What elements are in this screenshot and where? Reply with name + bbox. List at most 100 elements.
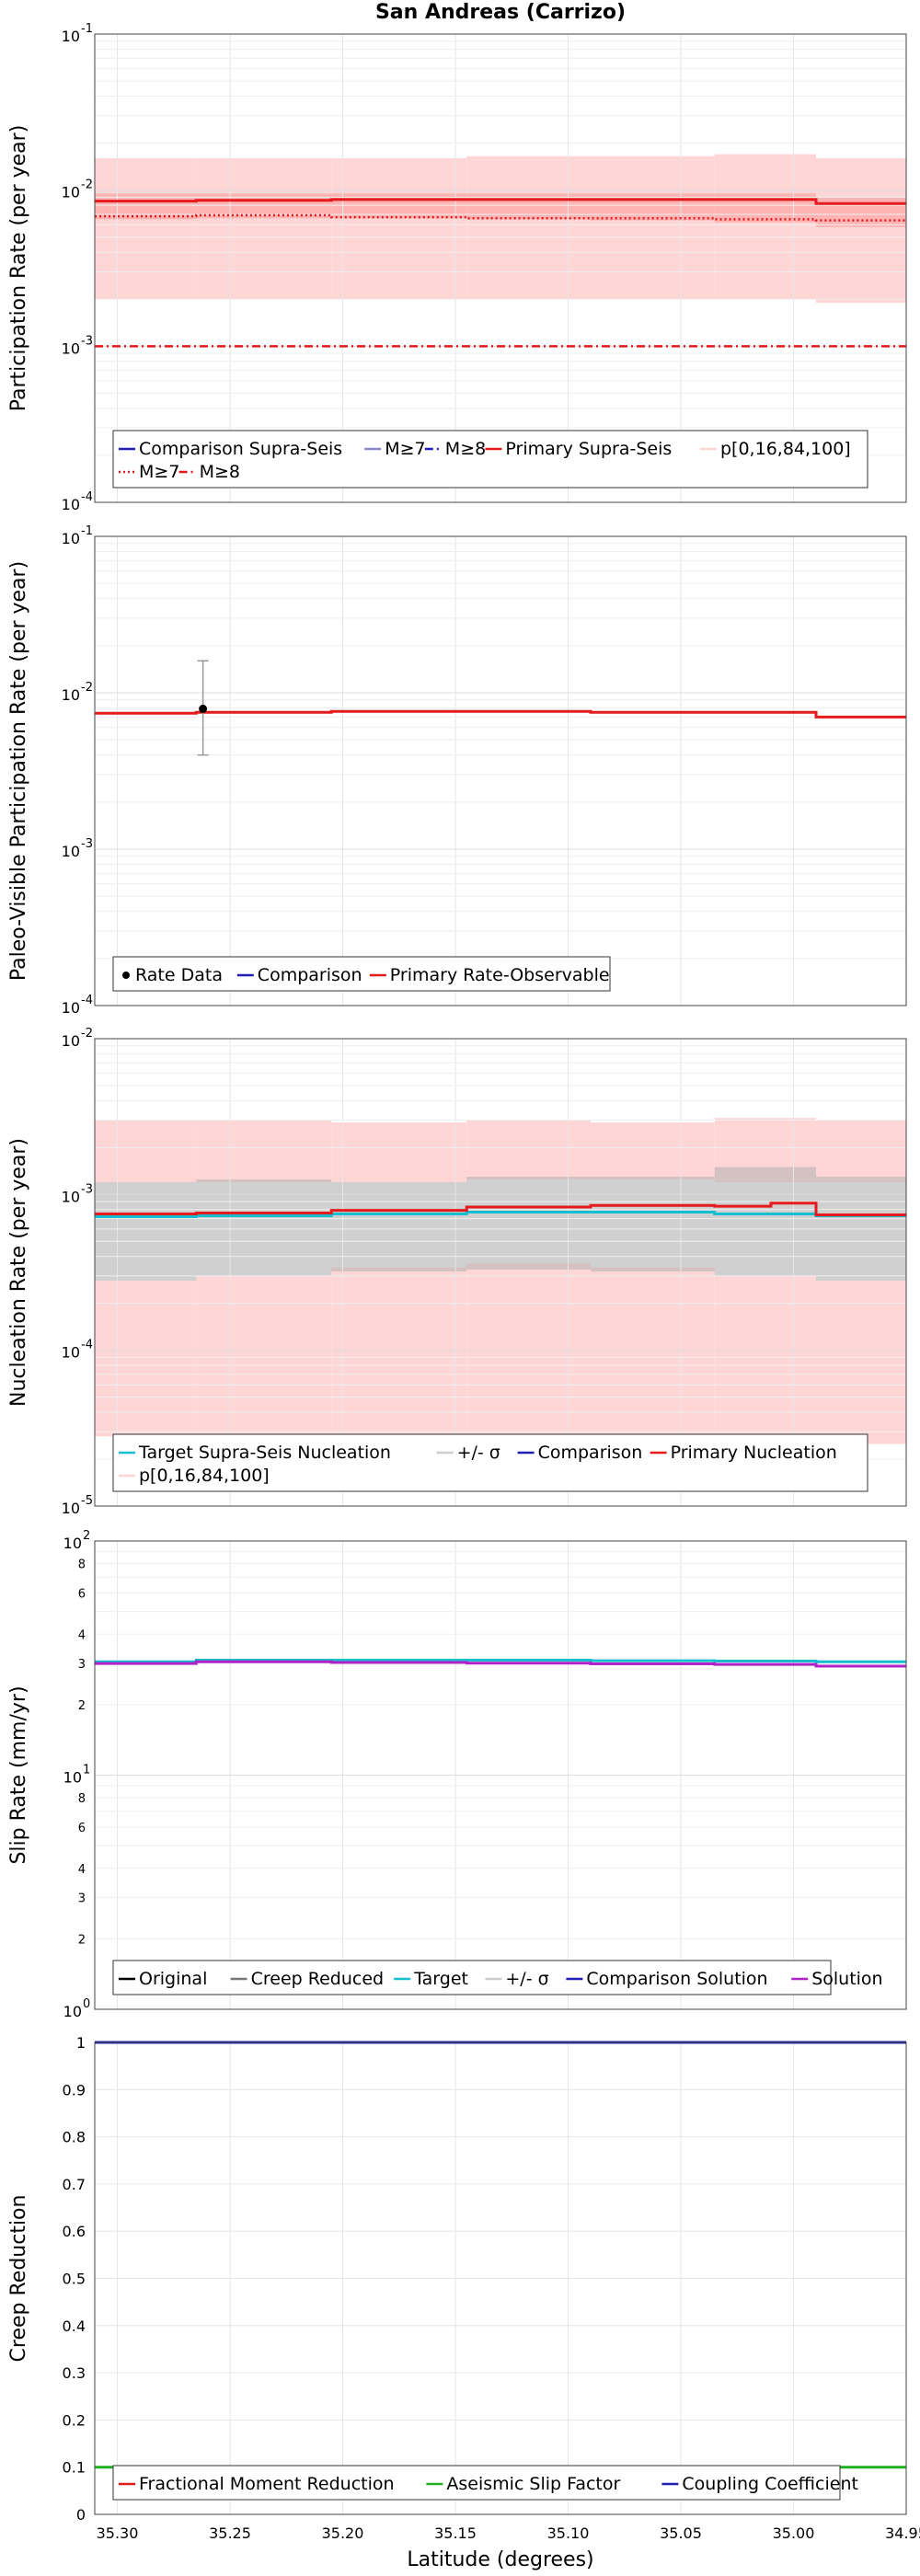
legend-label: M≥8 — [445, 439, 486, 459]
y-tick-exponent: -5 — [81, 1494, 93, 1508]
legend-label: Primary Rate-Observable — [390, 965, 610, 985]
x-tick-label: 35.30 — [97, 2524, 139, 2542]
legend-box — [112, 1960, 832, 1995]
legend: Target Supra-Seis Nucleation +/- σ Compari… — [112, 1433, 868, 1492]
grid — [95, 1039, 907, 1507]
legend-box — [112, 956, 611, 992]
y-tick-label: 0.2 — [63, 2411, 86, 2429]
y-tick-exponent: -2 — [81, 178, 93, 192]
legend-label: Comparison — [538, 1443, 643, 1463]
legend-label: Aseismic Slip Factor — [446, 2474, 620, 2494]
y-tick-minor: 2 — [78, 1933, 86, 1947]
band-segment — [466, 155, 591, 300]
y-tick-minor: 4 — [78, 1628, 86, 1642]
y-tick-label: 10 — [62, 339, 80, 357]
grid — [95, 1541, 907, 2010]
x-tick-label: 35.25 — [209, 2524, 251, 2542]
legend-marker — [122, 972, 130, 979]
legend-box — [112, 430, 868, 489]
y-tick-exponent: 0 — [83, 1997, 90, 2011]
plot-frame — [94, 33, 907, 503]
y-tick-exponent: -2 — [81, 681, 93, 695]
plot-area — [95, 536, 906, 1006]
y-tick-minor: 2 — [78, 1699, 86, 1713]
y-tick-label: 10 — [62, 686, 80, 704]
y-tick-minor: 8 — [78, 1558, 86, 1572]
y-tick-minor: 8 — [78, 1792, 86, 1806]
y-axis-title: Paleo-Visible Participation Rate (per ye… — [7, 561, 30, 981]
y-tick-label: 10 — [62, 843, 80, 860]
legend-label: p[0,16,84,100] — [139, 1466, 270, 1486]
legend-box — [112, 1433, 868, 1492]
band-segment — [591, 1122, 715, 1437]
y-tick-label: 10 — [63, 2003, 82, 2020]
legend-label: Coupling Coefficient — [682, 2474, 858, 2494]
band-segment — [591, 155, 715, 300]
legend: Original Creep Reduced Target +/- σ Comparis… — [112, 1960, 883, 1995]
data-point — [199, 704, 208, 713]
y-tick-minor: 6 — [78, 1587, 86, 1601]
y-tick-label: 10 — [63, 1769, 82, 1787]
y-tick-exponent: -4 — [81, 1339, 93, 1352]
y-tick-exponent: -3 — [81, 1182, 93, 1196]
band-segment — [816, 197, 906, 227]
legend-label: p[0,16,84,100] — [720, 439, 851, 459]
series-line — [95, 709, 906, 719]
y-axis-title: Slip Rate (mm/yr) — [7, 1685, 30, 1864]
legend-label: Target Supra-Seis Nucleation — [138, 1443, 391, 1463]
band-segment — [816, 158, 906, 304]
y-tick-label: 10 — [62, 184, 80, 201]
legend-label: Rate Data — [135, 965, 223, 985]
y-tick-label: 0.7 — [63, 2176, 86, 2193]
band-segment — [816, 1181, 906, 1281]
x-axis-title: Latitude (degrees) — [407, 2548, 593, 2571]
series-line — [95, 213, 906, 222]
x-tick-label: 35.00 — [773, 2524, 815, 2542]
plot-frame — [94, 1540, 907, 2010]
legend: Rate Data Comparison Primary Rate-Observab… — [112, 956, 611, 992]
y-tick-label: 10 — [62, 530, 80, 547]
chart-title: San Andreas (Carrizo) — [375, 1, 626, 24]
y-tick-exponent: -3 — [81, 837, 93, 851]
band-segment — [466, 193, 591, 220]
legend-label: Creep Reduced — [251, 1969, 384, 1989]
legend-box — [112, 2465, 841, 2501]
band-segment — [466, 1179, 591, 1264]
y-tick-label: 0.1 — [63, 2459, 86, 2477]
band-segment — [95, 193, 197, 220]
y-tick-exponent: -1 — [81, 22, 93, 36]
y-tick-exponent: 2 — [83, 1529, 90, 1543]
y-tick-exponent: -4 — [81, 490, 93, 504]
y-tick-label: 0.4 — [63, 2317, 86, 2335]
legend-label: Original — [139, 1969, 207, 1989]
y-tick-label: 10 — [62, 1500, 80, 1517]
y-tick-label: 10 — [63, 1535, 82, 1552]
legend-label: +/- σ — [457, 1443, 500, 1463]
x-tick-label: 35.10 — [547, 2524, 590, 2542]
series-line — [95, 1660, 906, 1668]
band-segment — [196, 158, 332, 300]
y-tick-exponent: -3 — [81, 334, 93, 348]
y-tick-minor: 6 — [78, 1822, 86, 1835]
grid — [95, 536, 907, 1006]
legend-label: Solution — [811, 1969, 882, 1989]
y-tick-exponent: -4 — [81, 994, 93, 1007]
legend-label: Comparison Supra-Seis — [139, 439, 342, 459]
x-tick-label: 35.05 — [660, 2524, 702, 2542]
plot-frame — [94, 2041, 907, 2515]
y-axis-title: Nucleation Rate (per year) — [7, 1138, 30, 1407]
y-tick-minor: 3 — [78, 1658, 86, 1672]
y-tick-label: 10 — [62, 1188, 80, 1205]
legend-label: Fractional Moment Reduction — [139, 2474, 395, 2494]
band-segment — [95, 158, 197, 300]
plot-frame — [94, 1038, 907, 1507]
y-tick-exponent: -1 — [81, 524, 93, 538]
y-tick-exponent: -2 — [81, 1027, 93, 1041]
x-tick-label: 35.15 — [434, 2524, 477, 2542]
x-tick-label: 35.20 — [322, 2524, 364, 2542]
band-segment — [95, 1181, 197, 1281]
